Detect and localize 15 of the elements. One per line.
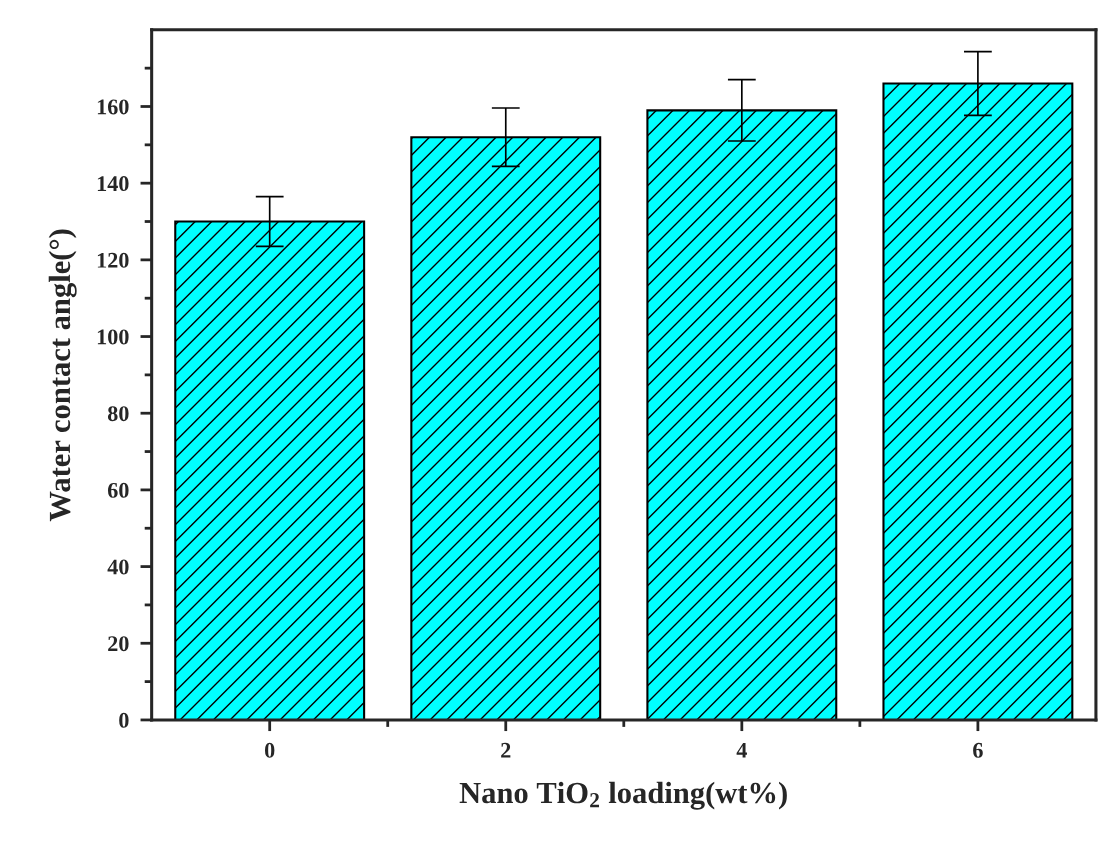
y-tick-label: 80 [107, 406, 129, 422]
x-tick-label: 2 [501, 742, 511, 758]
y-tick-label: 0 [119, 712, 129, 728]
y-tick-label: 40 [107, 559, 129, 575]
y-tick-label: 60 [107, 482, 129, 498]
y-tick-label: 120 [97, 252, 129, 268]
y-tick-label: 160 [97, 99, 129, 115]
x-tick-label: 6 [973, 742, 983, 758]
x-tick-label: 4 [736, 742, 747, 758]
y-tick-label: 20 [108, 636, 129, 652]
y-axis-title: Water contact angle(°) [48, 229, 77, 522]
y-tick-label: 100 [97, 329, 129, 345]
x-tick-label: 0 [264, 742, 275, 758]
x-axis-title: Nano TiO$_{2}$ loading(wt%) [459, 781, 787, 810]
y-tick-label: 140 [97, 176, 129, 192]
